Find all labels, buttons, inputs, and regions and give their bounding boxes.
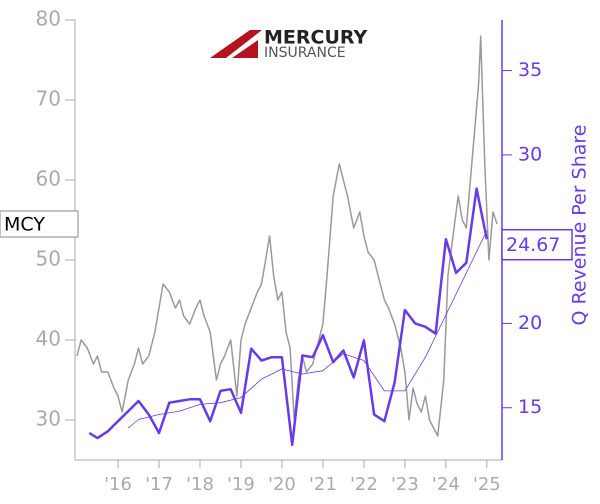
series-line	[88, 187, 489, 447]
series-line	[76, 35, 498, 437]
logo-shape	[232, 40, 258, 58]
y-tick-label: 30	[36, 407, 61, 431]
current-value-label: 24.67	[506, 234, 560, 256]
x-tick-label: '20	[268, 474, 296, 495]
y-tick-label: 50	[36, 247, 61, 271]
series-line	[128, 230, 488, 429]
y-tick-label: 40	[36, 327, 61, 351]
ticker-box	[0, 210, 79, 238]
current-value-box	[501, 228, 573, 261]
x-tick-label: '17	[145, 474, 173, 495]
y-tick-label: 80	[36, 7, 61, 31]
logo: MERCURY INSURANCE	[210, 27, 367, 61]
y-tick-label: 70	[36, 87, 61, 111]
x-tick-label: '23	[391, 474, 419, 495]
logo-text: MERCURY	[264, 27, 367, 49]
logo-text: INSURANCE	[264, 45, 346, 61]
x-tick-label: '22	[350, 474, 378, 495]
y2-tick-label: 15	[518, 396, 542, 418]
x-tick-label: '18	[186, 474, 214, 495]
y2-tick-label: 20	[518, 312, 542, 334]
y2-axis-label: Q Revenue Per Share	[569, 125, 591, 326]
y-tick-label: 60	[36, 167, 61, 191]
x-tick-label: '21	[309, 474, 337, 495]
ticker-label: MCY	[4, 214, 45, 236]
x-tick-label: '24	[432, 474, 460, 495]
x-tick-label: '25	[473, 474, 501, 495]
x-tick-label: '16	[104, 474, 132, 495]
y2-tick-label: 30	[518, 143, 542, 165]
logo-shape	[210, 30, 262, 58]
x-tick-label: '19	[227, 474, 255, 495]
y2-tick-label: 35	[518, 59, 542, 81]
